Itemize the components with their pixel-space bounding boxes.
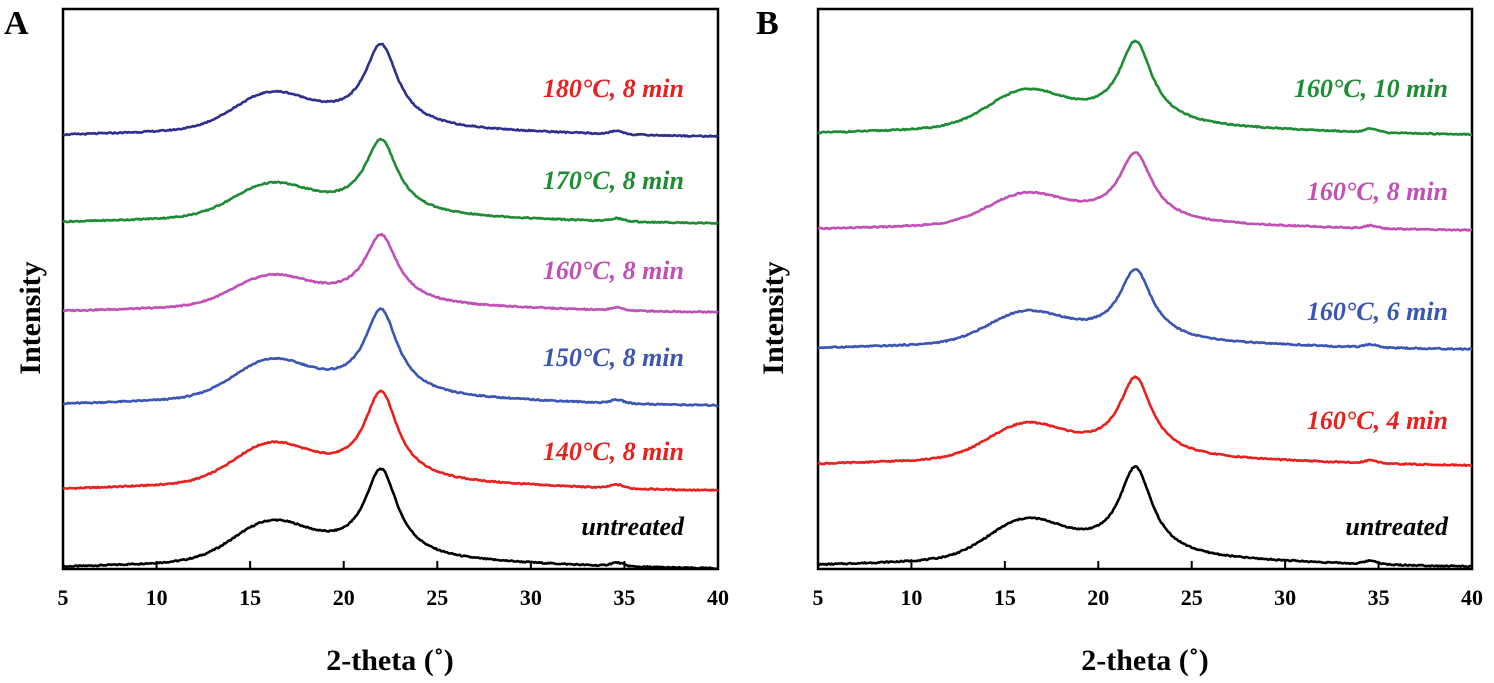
x-tick-label: 10 — [900, 585, 922, 610]
panel-a-curves — [62, 42, 719, 571]
x-tick-label: 5 — [813, 585, 824, 610]
x-tick-label: 5 — [58, 585, 69, 610]
x-tick-label: 40 — [707, 585, 729, 610]
series-label: 160°C, 10 min — [1294, 74, 1448, 103]
x-tick-label: 15 — [239, 585, 261, 610]
panel-a-letter: A — [4, 5, 29, 42]
panel-a-frame — [61, 7, 720, 571]
series-label: 150°C, 8 min — [543, 343, 684, 372]
panel-b-letter: B — [756, 5, 779, 42]
x-tick-label: 20 — [333, 585, 355, 610]
series-label: 180°C, 8 min — [543, 74, 684, 103]
panel-b-x-axis-title: 2-theta (˚) — [1081, 644, 1208, 677]
x-tick-label: 25 — [1181, 585, 1203, 610]
x-tick-label: 30 — [1274, 585, 1296, 610]
panel-a-series-labels: untreated 140°C, 8 min 150°C, 8 min 160°C, … — [543, 74, 685, 541]
series-label: 160°C, 8 min — [1307, 177, 1448, 206]
x-tick-label: 40 — [1461, 585, 1483, 610]
series-line-2 — [817, 268, 1473, 351]
panel-a: A 5 10 15 20 25 30 35 40 untreated 140°C, 8 min 1… — [4, 5, 729, 677]
series-line-3 — [62, 232, 719, 314]
series-line-3 — [818, 151, 1473, 232]
series-label: 160°C, 4 min — [1307, 406, 1448, 435]
x-tick-label: 25 — [426, 585, 448, 610]
series-label: 160°C, 6 min — [1307, 297, 1448, 326]
series-label: 170°C, 8 min — [543, 166, 684, 195]
panel-a-x-axis-title: 2-theta (˚) — [326, 644, 453, 677]
series-line-2 — [62, 307, 719, 408]
panel-b-y-axis-title: Intensity — [757, 261, 790, 374]
series-line-1 — [817, 375, 1472, 468]
panel-b-series-labels: untreated 160°C, 4 min 160°C, 6 min 160°C, … — [1294, 74, 1449, 541]
series-line-5 — [62, 42, 719, 138]
panel-a-y-axis-title: Intensity — [14, 261, 47, 374]
series-line-0 — [62, 467, 719, 571]
series-label: untreated — [1345, 512, 1449, 541]
series-line-4 — [62, 137, 719, 225]
panel-b-curves — [817, 39, 1473, 569]
series-line-0 — [818, 465, 1473, 569]
x-tick-label: 35 — [613, 585, 635, 610]
panel-b-x-ticks: 5 10 15 20 25 30 35 40 — [813, 561, 1483, 610]
panel-b-frame — [816, 7, 1474, 571]
panel-b: B 5 10 15 20 25 30 35 40 untreated 160°C, 4 min 1… — [756, 5, 1483, 677]
series-line-4 — [817, 39, 1473, 137]
series-line-1 — [62, 389, 719, 492]
x-tick-label: 10 — [146, 585, 168, 610]
series-label: 140°C, 8 min — [543, 437, 684, 466]
x-tick-label: 35 — [1368, 585, 1390, 610]
x-tick-label: 15 — [994, 585, 1016, 610]
x-tick-label: 20 — [1087, 585, 1109, 610]
x-tick-label: 30 — [520, 585, 542, 610]
series-label: 160°C, 8 min — [543, 256, 684, 285]
series-label: untreated — [581, 512, 685, 541]
panel-a-x-ticks: 5 10 15 20 25 30 35 40 — [58, 561, 729, 610]
